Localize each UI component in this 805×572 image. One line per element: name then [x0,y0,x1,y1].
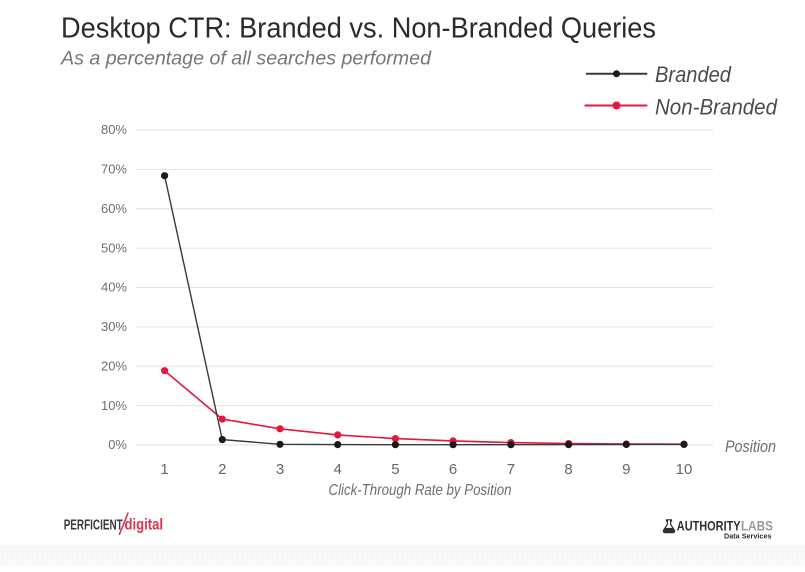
svg-text:80%: 80% [101,122,127,137]
svg-text:10%: 10% [101,398,127,413]
svg-text:50%: 50% [101,240,127,255]
svg-text:40%: 40% [101,280,127,295]
svg-text:As a percentage of all searche: As a percentage of all searches performe… [60,49,433,70]
svg-text:Branded: Branded [655,62,732,87]
svg-text:Data Services: Data Services [724,531,772,540]
svg-text:70%: 70% [101,162,127,177]
svg-text:4: 4 [334,461,342,478]
svg-text:7: 7 [507,461,515,478]
svg-text:Position: Position [725,437,776,456]
svg-text:10: 10 [676,461,693,478]
svg-text:30%: 30% [101,319,127,334]
svg-text:6: 6 [449,461,457,478]
svg-text:PERFICIENT: PERFICIENT [64,517,123,534]
svg-text:Click-Through Rate by Position: Click-Through Rate by Position [329,482,512,499]
svg-text:20%: 20% [101,359,127,374]
svg-text:Desktop CTR: Branded vs. Non-B: Desktop CTR: Branded vs. Non-Branded Que… [61,13,656,45]
svg-text:0%: 0% [108,437,127,452]
svg-text:AUTHORITY: AUTHORITY [677,517,741,533]
svg-text:3: 3 [276,461,284,478]
svg-text:8: 8 [564,461,572,478]
svg-text:Non-Branded: Non-Branded [655,94,778,119]
svg-text:9: 9 [622,461,630,478]
svg-text:5: 5 [391,461,399,478]
svg-text:60%: 60% [101,201,127,216]
svg-text:1: 1 [160,461,168,478]
svg-text:LABS: LABS [741,517,773,533]
svg-text:2: 2 [218,461,226,478]
svg-text:digital: digital [125,517,164,534]
